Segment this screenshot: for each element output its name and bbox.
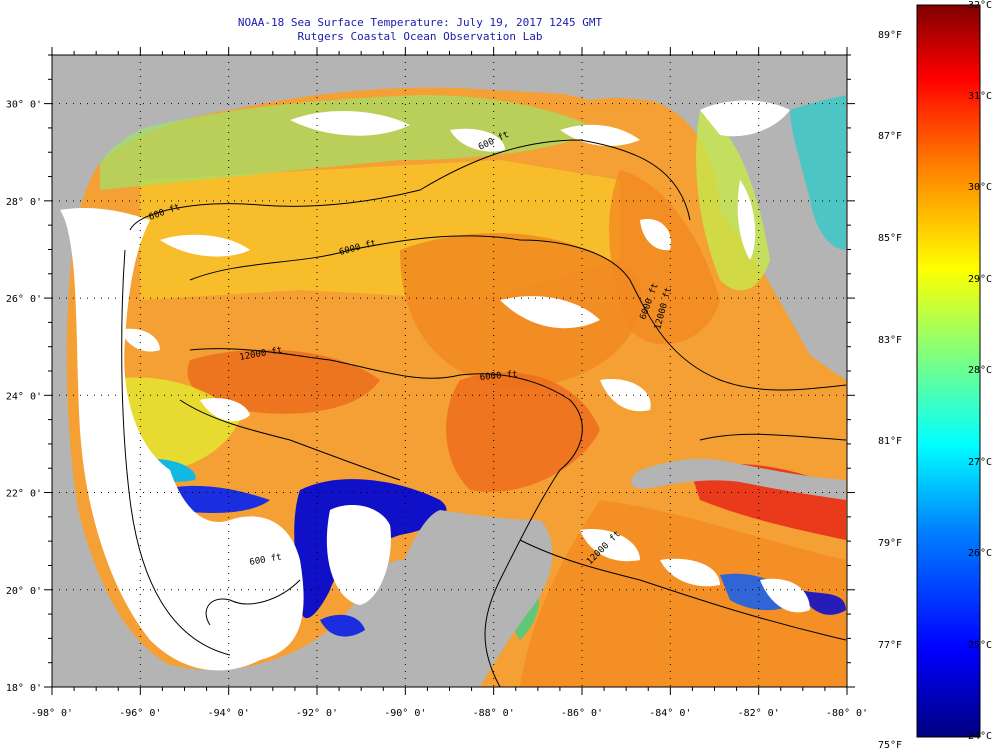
colorbar-fahrenheit-label: 85°F [878,232,903,244]
colorbar-fahrenheit-label: 83°F [878,334,903,346]
colorbar-fahrenheit-label: 79°F [878,537,903,549]
colorbar-fahrenheit-label: 89°F [878,29,903,41]
contour-label: 6000 ft [479,370,518,383]
map-title: NOAA-18 Sea Surface Temperature: July 19… [237,16,603,29]
map-field [52,55,847,687]
land-cuba [631,458,846,500]
clouds [60,100,810,671]
colorbar-celsius-label: 26°C [968,548,993,559]
land-mexico [52,55,180,687]
lon-tick-label: -94° 0' [208,708,250,719]
lon-tick-label: -80° 0' [826,708,868,719]
lon-tick-label: -92° 0' [296,708,338,719]
lat-tick-label: 18° 0' [6,683,42,694]
lon-tick-label: -88° 0' [473,708,515,719]
lon-tick-label: -84° 0' [649,708,691,719]
lat-tick-label: 22° 0' [6,489,42,500]
colorbar-fahrenheit-label: 75°F [878,740,903,751]
land-yucatan [340,510,553,687]
axis-ticks: -98° 0' -96° 0' -94° 0' -92° 0' -90° 0' -88° … [6,47,868,719]
colorbar [916,4,981,738]
map-subtitle: Rutgers Coastal Ocean Observation Lab [297,30,543,43]
colorbar-fahrenheit-label: 87°F [878,131,903,143]
colorbar-celsius-label: 31°C [968,90,993,102]
colorbar-celsius-label: 24°C [968,731,993,742]
lat-tick-label: 28° 0' [6,197,42,208]
lat-tick-label: 30° 0' [6,100,42,111]
colorbar-celsius-label: 25°C [968,639,993,651]
lat-tick-label: 24° 0' [6,391,42,402]
lon-tick-label: -90° 0' [384,708,426,719]
depth-contours [121,139,847,687]
lat-tick-label: 26° 0' [6,294,42,305]
lat-tick-label: 20° 0' [6,586,42,597]
colorbar-celsius-label: 30°C [968,182,993,193]
colorbar-celsius-label: 27°C [968,456,993,468]
colorbar-celsius-label: 28°C [968,365,993,376]
lon-tick-label: -86° 0' [561,708,603,719]
land-florida [740,110,846,380]
land-us [52,55,847,130]
colorbar-celsius-label: 29°C [968,273,993,285]
lon-tick-label: -82° 0' [738,708,780,719]
lon-tick-label: -96° 0' [119,708,161,719]
lon-tick-label: -98° 0' [31,708,73,719]
colorbar-celsius-label: 32°C [968,0,993,11]
colorbar-fahrenheit-label: 81°F [878,436,903,448]
colorbar-fahrenheit-label: 77°F [878,639,903,651]
